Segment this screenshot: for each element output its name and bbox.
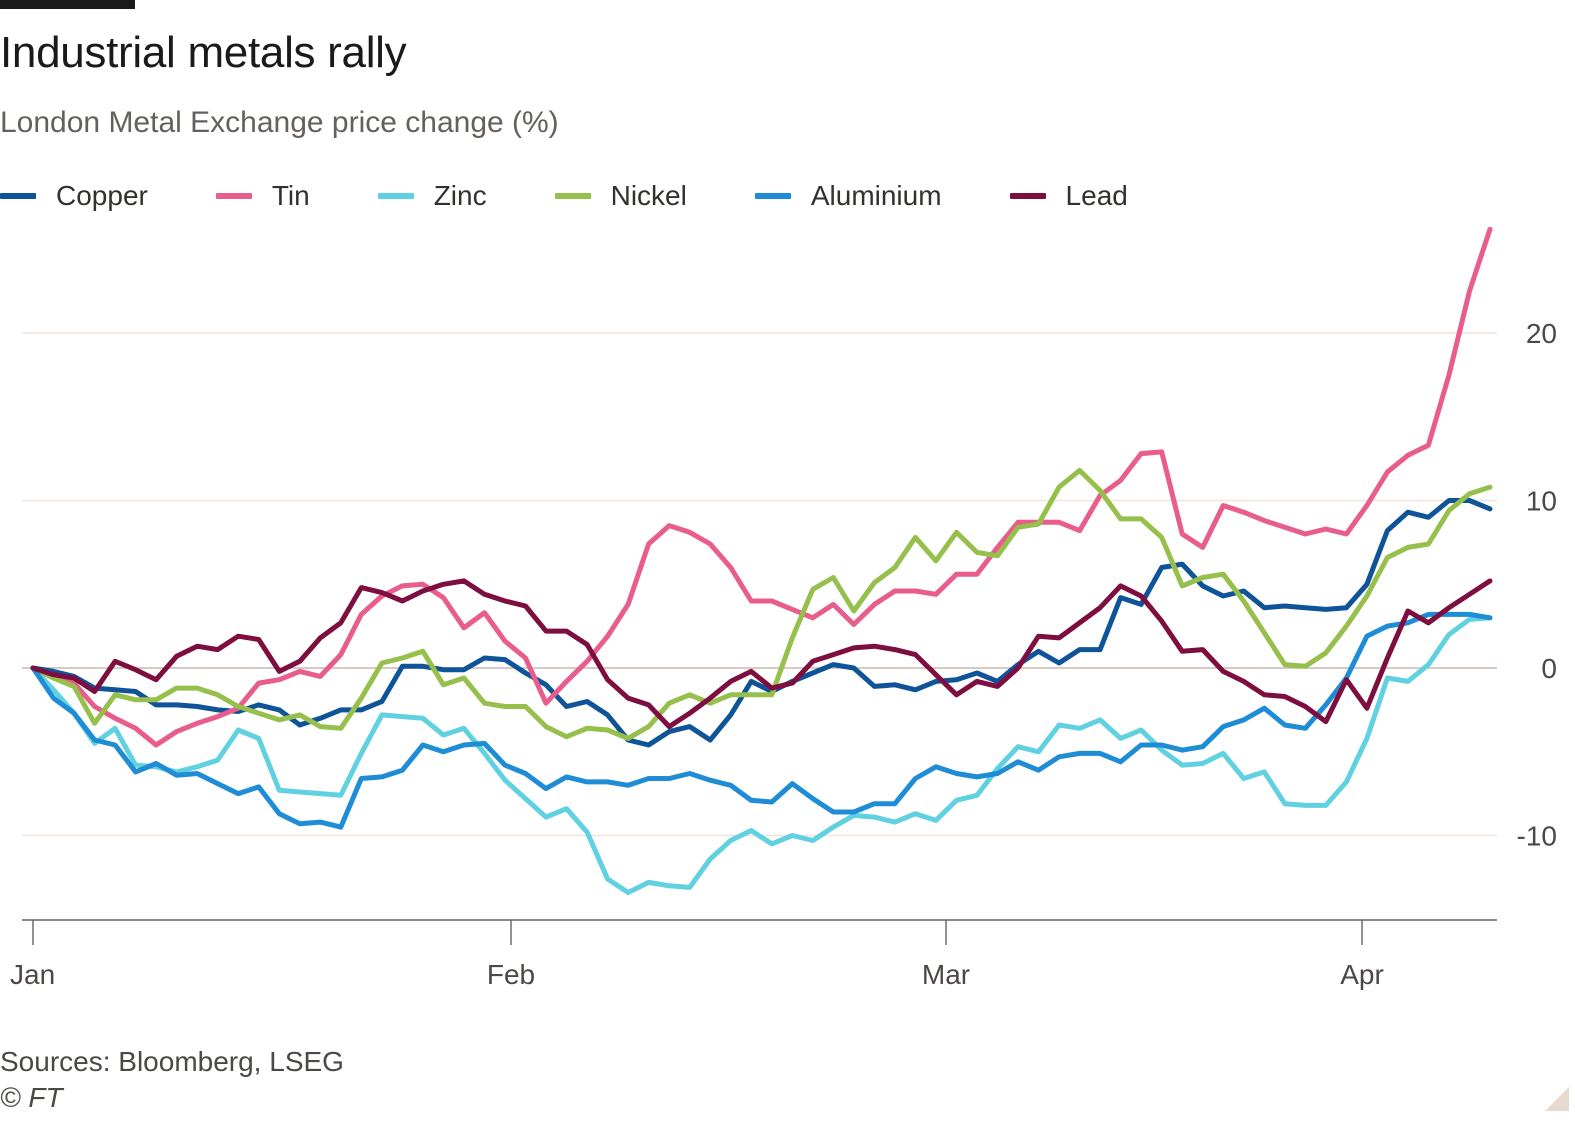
corner-mark — [1545, 1087, 1569, 1111]
legend-label: Copper — [56, 180, 148, 211]
legend-item-nickel: Nickel — [554, 180, 687, 212]
legend-item-tin: Tin — [215, 180, 310, 212]
legend-item-lead: Lead — [1009, 180, 1128, 212]
legend-swatch — [377, 193, 414, 199]
y-tick-label: -10 — [1517, 821, 1557, 852]
series-line-tin — [30, 226, 1493, 748]
chart-title: Industrial metals rally — [0, 28, 407, 77]
legend-item-zinc: Zinc — [377, 180, 487, 212]
x-tick-label: Mar — [922, 959, 970, 990]
legend-swatch — [215, 193, 252, 199]
legend-item-aluminium: Aluminium — [754, 180, 942, 212]
legend-label: Nickel — [610, 180, 687, 211]
y-tick-label: 10 — [1526, 486, 1557, 517]
chart-subtitle: London Metal Exchange price change (%) — [0, 106, 559, 139]
legend-item-copper: Copper — [0, 180, 148, 212]
brand-bar — [0, 0, 135, 9]
source-note: Sources: Bloomberg, LSEG — [0, 1046, 344, 1077]
legend-swatch — [754, 193, 791, 199]
legend-label: Zinc — [433, 180, 487, 211]
copyright-note: © FT — [0, 1082, 63, 1113]
y-tick-label: 20 — [1526, 318, 1557, 349]
series-line-lead — [30, 578, 1493, 730]
series-line-copper — [30, 498, 1493, 748]
legend-swatch — [1009, 193, 1046, 199]
legend-label: Tin — [271, 180, 310, 211]
x-tick-label: Jan — [10, 959, 55, 990]
series-line-zinc — [30, 615, 1493, 895]
legend-swatch — [554, 193, 591, 199]
legend-swatch — [0, 193, 36, 199]
chart-legend: Copper Tin Zinc Nickel Aluminium Lead — [0, 176, 1196, 216]
series-line-aluminium — [30, 611, 1493, 830]
line-chart: 20 10 0 -10 Jan Feb Mar Apr — [10, 226, 1557, 990]
legend-label: Lead — [1065, 180, 1128, 211]
series-line-nickel — [30, 467, 1493, 741]
x-tick-label: Apr — [1340, 959, 1384, 990]
y-tick-label: 0 — [1541, 653, 1557, 684]
legend-label: Aluminium — [810, 180, 942, 211]
x-tick-label: Feb — [487, 959, 535, 990]
